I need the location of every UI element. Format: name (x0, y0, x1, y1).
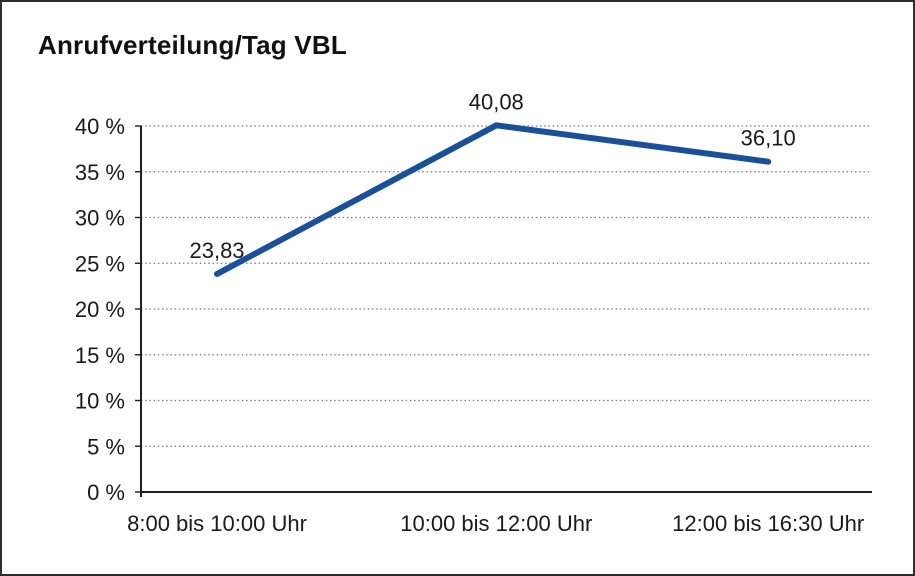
y-axis-tick-label: 35 % (75, 160, 125, 185)
y-axis-tick-label: 30 % (75, 206, 125, 231)
x-axis-tick-label: 12:00 bis 16:30 Uhr (672, 511, 864, 536)
y-axis-tick-label: 10 % (75, 389, 125, 414)
y-axis-tick-label: 25 % (75, 251, 125, 276)
data-label: 40,08 (469, 89, 524, 114)
y-axis-tick-label: 5 % (87, 434, 125, 459)
data-label: 23,83 (189, 238, 244, 263)
y-axis-tick-label: 20 % (75, 297, 125, 322)
y-axis-tick-label: 0 % (87, 480, 125, 505)
chart-title: Anrufverteilung/Tag VBL (38, 30, 347, 60)
x-axis-tick-label: 8:00 bis 10:00 Uhr (127, 511, 307, 536)
series-line (214, 122, 772, 277)
x-axis-tick-label: 10:00 bis 12:00 Uhr (400, 511, 592, 536)
y-axis-tick-label: 40 % (75, 114, 125, 139)
y-axis-tick-label: 15 % (75, 343, 125, 368)
data-label: 36,10 (741, 126, 796, 151)
